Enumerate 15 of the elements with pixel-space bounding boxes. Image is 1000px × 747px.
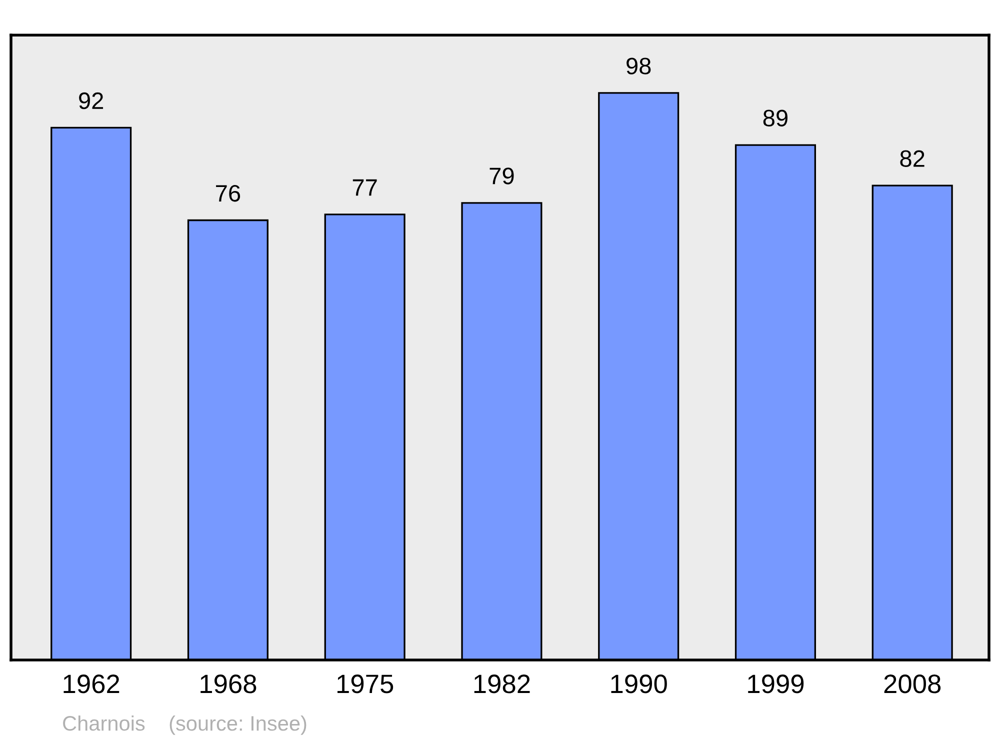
x-tick-label: 1982 (474, 674, 530, 694)
data-label: 82 (900, 150, 924, 167)
data-label: 89 (763, 110, 788, 126)
x-tick-label: 1968 (200, 674, 256, 694)
x-tick-label: 1990 (611, 674, 667, 694)
data-label: 92 (79, 92, 104, 110)
data-label: 77 (352, 179, 377, 196)
text: Charnois (source: Insee) (63, 715, 306, 735)
x-tick-label: 2008 (884, 674, 941, 694)
x-tick-label: 1962 (64, 674, 120, 694)
data-label: 98 (626, 58, 651, 74)
x-tick-label: 1975 (337, 674, 394, 694)
x-tick-label: 1999 (748, 674, 804, 694)
data-label: 79 (490, 168, 514, 184)
data-label: 76 (216, 184, 240, 202)
